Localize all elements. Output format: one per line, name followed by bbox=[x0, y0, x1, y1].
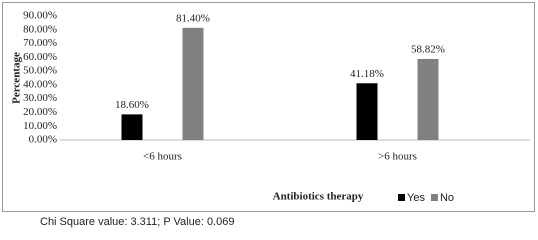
y-tick-label: 10.00% bbox=[23, 120, 57, 132]
legend-swatch bbox=[398, 194, 405, 201]
bar bbox=[182, 27, 204, 140]
legend-title: Antibiotics therapy bbox=[273, 191, 364, 203]
legend-label: Yes bbox=[407, 192, 425, 204]
chart-frame bbox=[2, 2, 535, 212]
value-label: 18.60% bbox=[115, 99, 149, 111]
y-tick-label: 50.00% bbox=[23, 65, 57, 77]
bar bbox=[121, 114, 143, 140]
y-tick-label: 0.00% bbox=[29, 134, 57, 146]
y-tick-label: 90.00% bbox=[23, 10, 57, 22]
x-tick-label: >6 hours bbox=[378, 151, 417, 163]
x-tick-label: <6 hours bbox=[143, 151, 182, 163]
bar bbox=[356, 83, 378, 140]
y-tick-label: 80.00% bbox=[23, 23, 57, 35]
y-tick-label: 60.00% bbox=[23, 51, 57, 63]
bar bbox=[417, 58, 439, 141]
value-label: 81.40% bbox=[176, 12, 210, 24]
value-label: 41.18% bbox=[350, 68, 384, 80]
legend-label: No bbox=[440, 192, 454, 204]
y-tick-label: 20.00% bbox=[23, 106, 57, 118]
value-label: 58.82% bbox=[411, 43, 445, 55]
footnote: Chi Square value: 3.311; P Value: 0.069 bbox=[40, 216, 234, 228]
y-tick-label: 30.00% bbox=[23, 92, 57, 104]
y-tick-label: 40.00% bbox=[23, 78, 57, 90]
legend-swatch bbox=[430, 194, 438, 201]
y-tick-label: 70.00% bbox=[23, 37, 57, 49]
y-axis-title: Percentage bbox=[11, 52, 23, 104]
